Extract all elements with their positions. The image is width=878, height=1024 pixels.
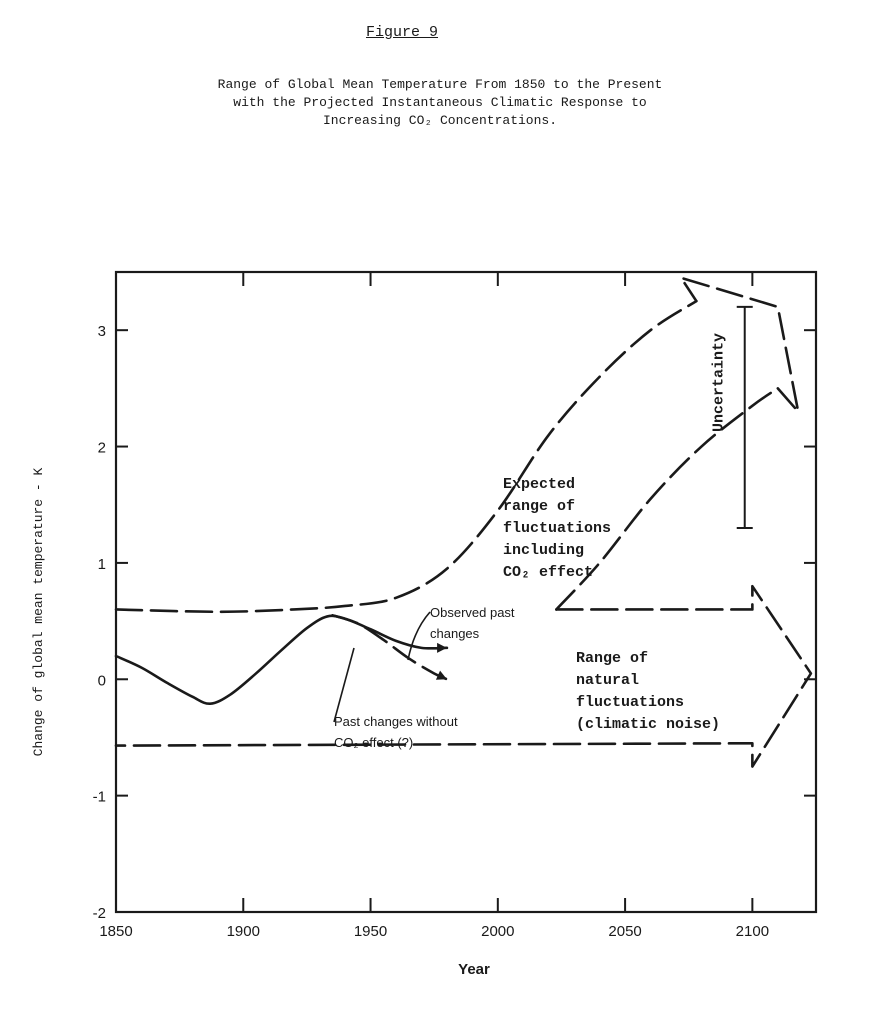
series-line bbox=[114, 584, 813, 768]
series-line bbox=[114, 299, 698, 614]
chart-axes: -2 -1 0 1 2 3 1850 1900 1950 2000 2050 2100 Year Chan… bbox=[31, 270, 818, 978]
annotation-natural-fluctuations: (climatic noise) bbox=[576, 716, 720, 733]
series-arrowhead bbox=[435, 670, 447, 680]
x-tick-label: 1850 bbox=[99, 923, 132, 940]
x-tick-label: 2000 bbox=[481, 923, 514, 940]
annotation-observed: Observed past bbox=[430, 605, 515, 620]
series-line bbox=[555, 387, 780, 611]
caption-line-3: Increasing CO₂ Concentrations. bbox=[322, 113, 558, 128]
y-tick-label: 3 bbox=[98, 323, 106, 340]
chart-annotations: Expected range of fluctuations including CO₂… bbox=[333, 305, 753, 750]
annotation-expected-range: including bbox=[503, 542, 584, 559]
figure-caption: Range of Global Mean Temperature From 18… bbox=[100, 76, 780, 130]
x-tick-label: 1900 bbox=[227, 923, 260, 940]
y-tick-label: 1 bbox=[98, 556, 106, 573]
x-tick-label: 1950 bbox=[354, 923, 387, 940]
series-line bbox=[114, 614, 449, 706]
x-tick-label: 2100 bbox=[736, 923, 769, 940]
annotation-expected-range: Expected bbox=[503, 476, 575, 493]
annotation-without-co2-leader bbox=[333, 647, 355, 723]
annotation-observed-leader bbox=[407, 611, 431, 661]
series-arrowhead bbox=[437, 642, 447, 653]
plot-frame bbox=[114, 270, 818, 914]
caption-line-1: Range of Global Mean Temperature From 18… bbox=[217, 77, 663, 92]
x-axis-label: Year bbox=[458, 961, 490, 978]
series-line bbox=[331, 613, 449, 681]
y-tick-label: 0 bbox=[98, 672, 106, 689]
chart-series bbox=[114, 276, 813, 768]
annotation-without-co2: Past changes without bbox=[334, 714, 458, 729]
annotation-natural-fluctuations: fluctuations bbox=[576, 694, 684, 711]
caption-line-2: with the Projected Instantaneous Climati… bbox=[233, 95, 647, 110]
annotation-natural-fluctuations: Range of bbox=[576, 650, 648, 667]
annotation-uncertainty: Uncertainty bbox=[711, 333, 728, 432]
y-tick-label: -1 bbox=[93, 789, 106, 806]
annotation-expected-range: range of bbox=[503, 498, 575, 515]
series-line bbox=[679, 276, 800, 413]
annotation-observed: changes bbox=[430, 626, 480, 641]
y-tick-label: 2 bbox=[98, 440, 106, 457]
annotation-expected-range: CO₂ effect bbox=[503, 564, 593, 581]
annotation-without-co2: CO₂ effect (?) bbox=[334, 735, 413, 750]
annotation-natural-fluctuations: natural bbox=[576, 672, 639, 689]
x-tick-label: 2050 bbox=[608, 923, 641, 940]
annotation-expected-range: fluctuations bbox=[503, 520, 611, 537]
y-tick-label: -2 bbox=[93, 905, 106, 922]
figure-label: Figure 9 bbox=[366, 24, 439, 41]
y-axis-label: Change of global mean temperature - K bbox=[31, 467, 46, 756]
